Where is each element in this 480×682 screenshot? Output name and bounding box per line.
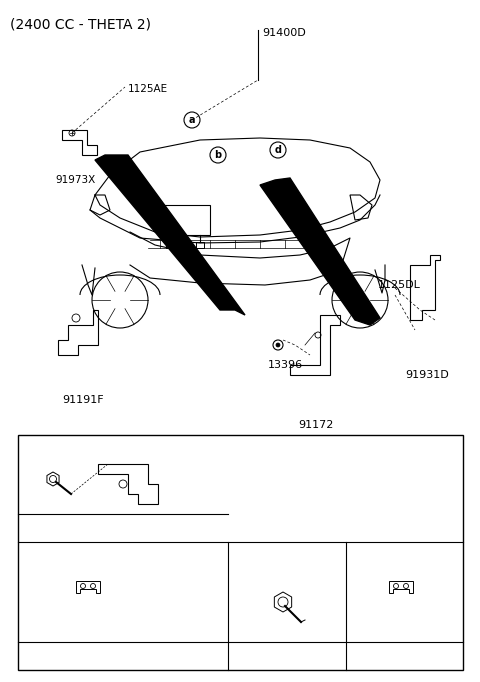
Polygon shape: [95, 155, 245, 315]
Text: (2400 CC - THETA 2): (2400 CC - THETA 2): [10, 18, 151, 32]
Text: 1141AC: 1141AC: [266, 562, 307, 572]
Text: 91191F: 91191F: [62, 395, 104, 405]
Text: 91931E: 91931E: [374, 658, 416, 668]
FancyBboxPatch shape: [160, 205, 210, 235]
Text: 91931D: 91931D: [405, 370, 449, 380]
Text: d: d: [26, 523, 34, 533]
Text: 1141AC: 1141AC: [40, 496, 81, 506]
Text: 1125DL: 1125DL: [378, 280, 421, 290]
Text: 13396: 13396: [268, 360, 303, 370]
Text: b: b: [237, 651, 243, 661]
Text: a: a: [27, 651, 33, 661]
Text: d: d: [275, 145, 281, 155]
Text: 91172: 91172: [298, 420, 334, 430]
Text: 91400D: 91400D: [262, 28, 306, 38]
Text: b: b: [215, 150, 222, 160]
Text: c: c: [137, 190, 143, 200]
Bar: [18, 435, 463, 670]
Text: a: a: [189, 115, 195, 125]
Circle shape: [276, 343, 280, 347]
Polygon shape: [260, 178, 380, 325]
Text: 1125AE: 1125AE: [128, 84, 168, 94]
Text: c: c: [355, 651, 361, 661]
Text: 91931: 91931: [46, 658, 81, 668]
Text: 91973X: 91973X: [55, 175, 95, 185]
